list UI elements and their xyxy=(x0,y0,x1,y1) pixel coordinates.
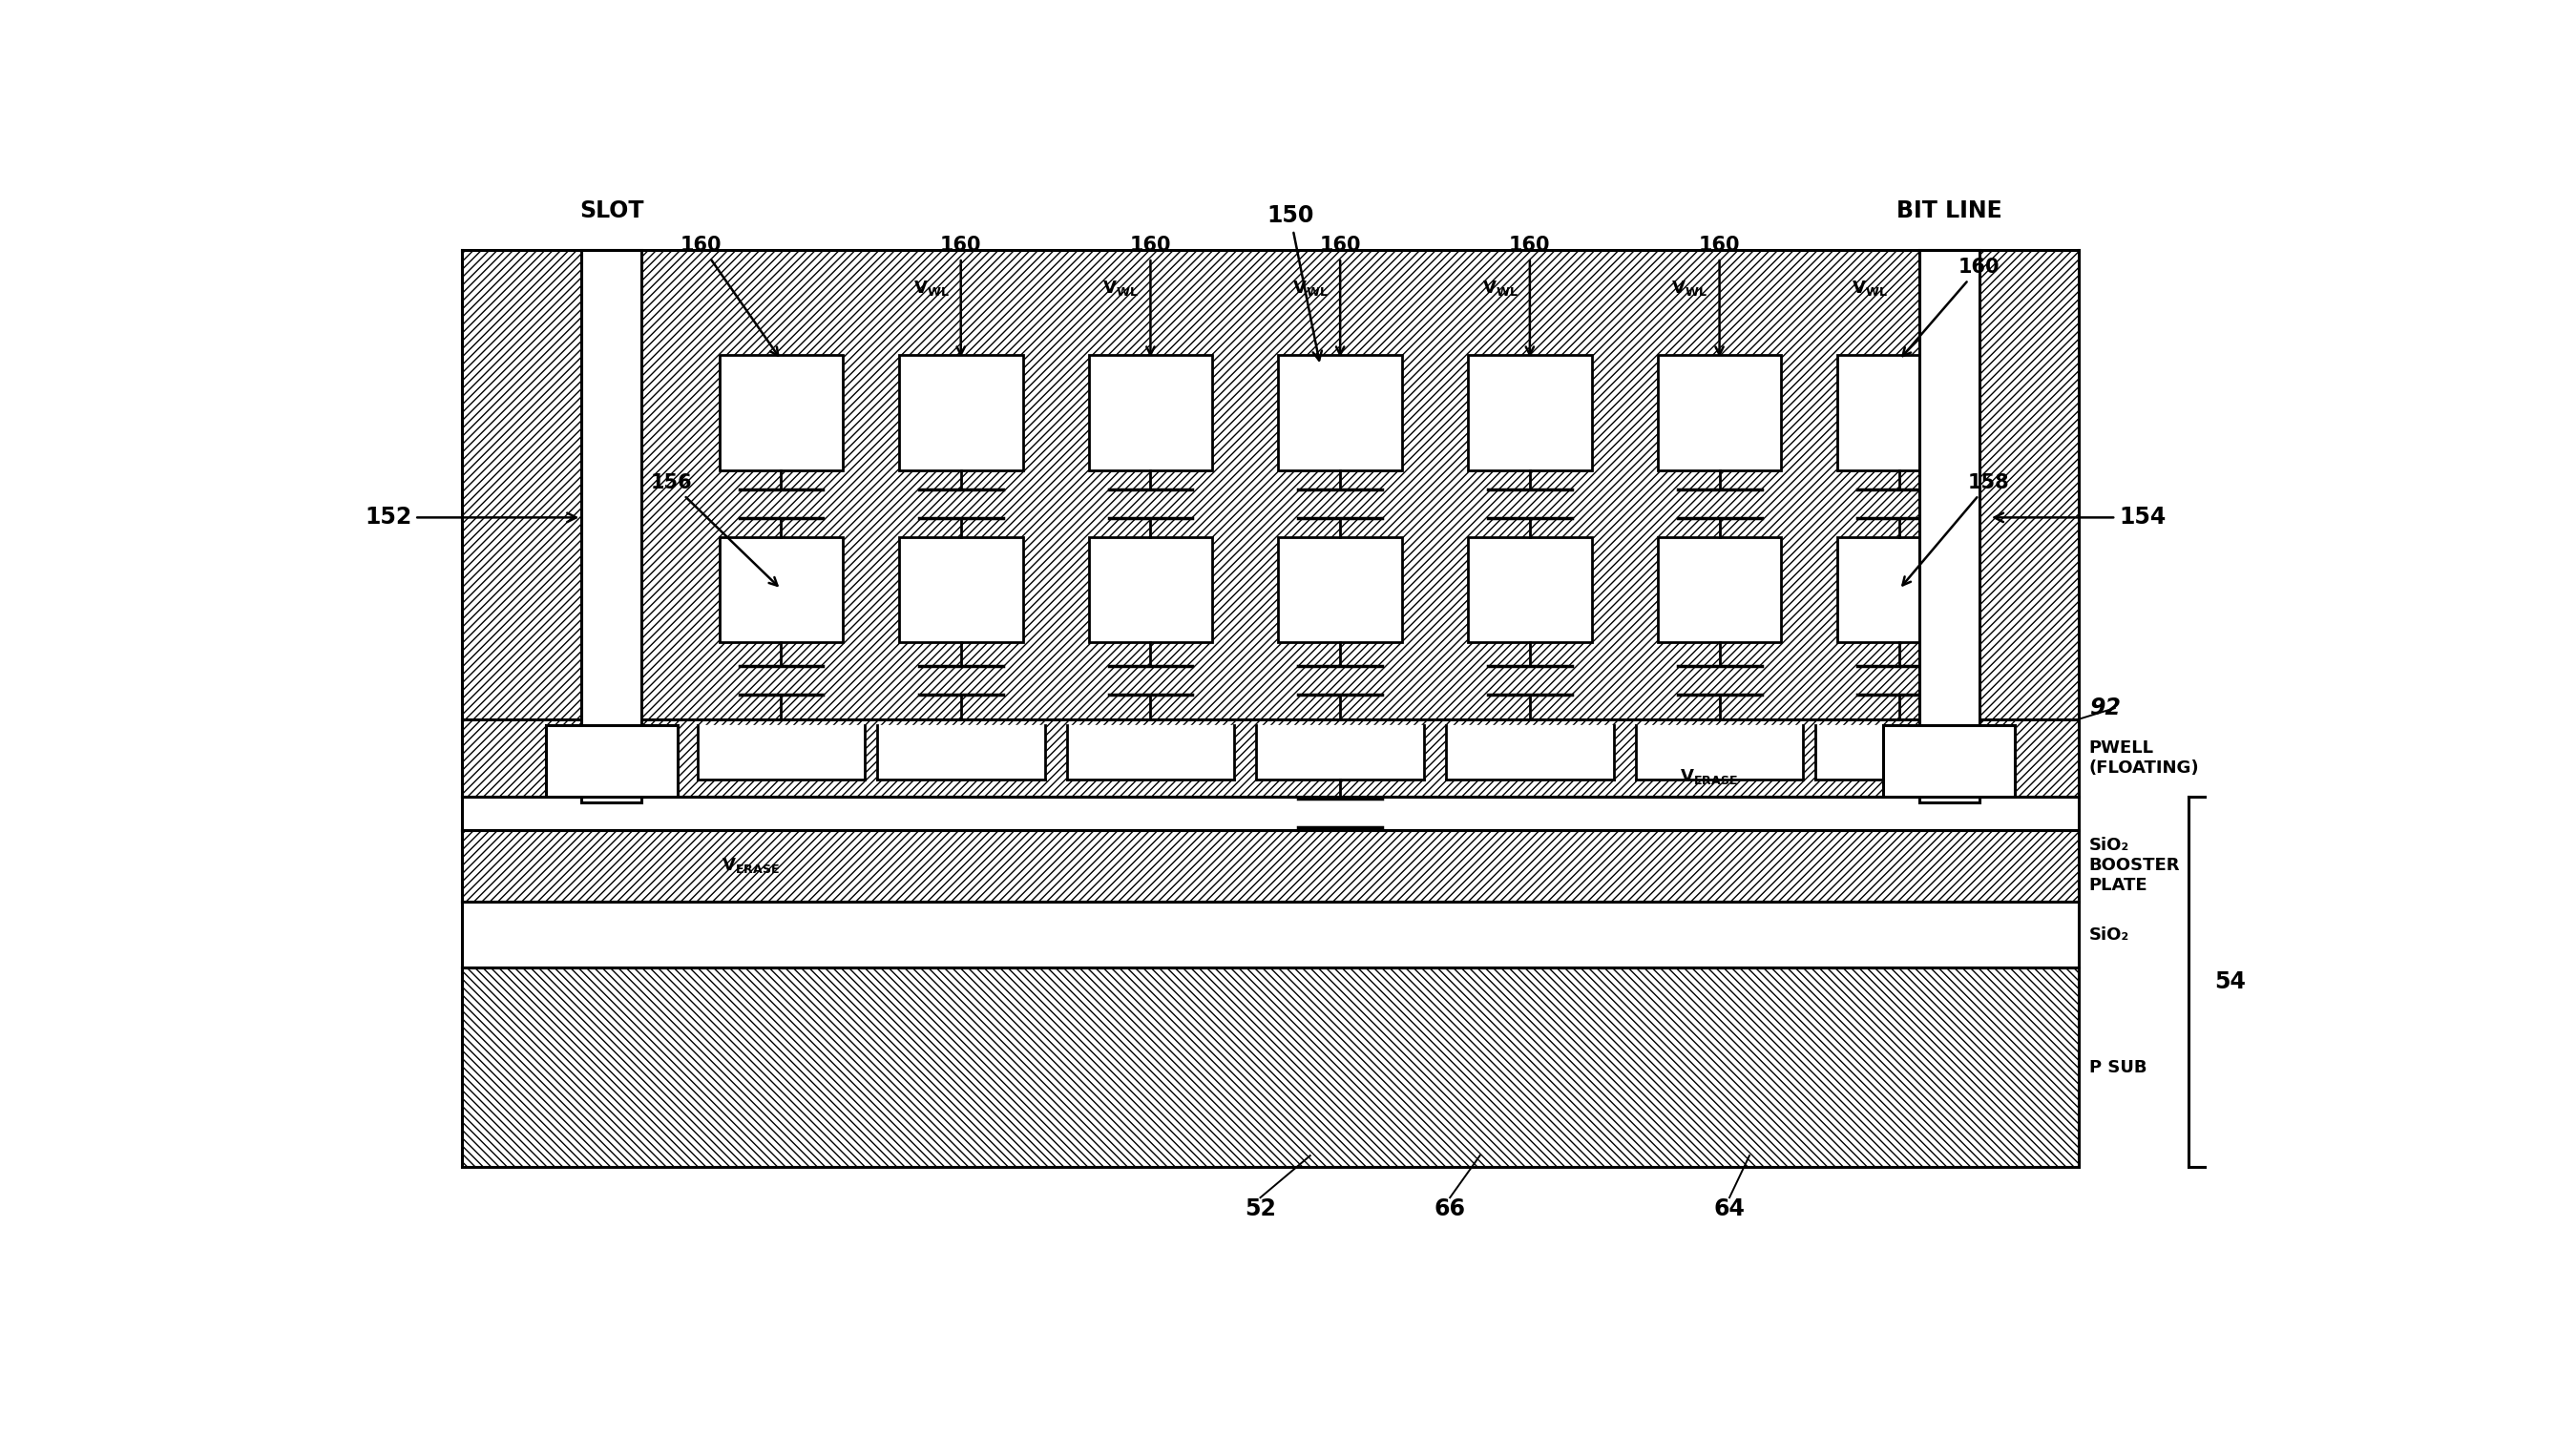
Bar xyxy=(1468,354,1592,471)
Bar xyxy=(1656,537,1783,641)
Text: 158: 158 xyxy=(1904,474,2009,585)
Text: 150: 150 xyxy=(1267,205,1321,360)
Bar xyxy=(1090,354,1213,471)
Text: 152: 152 xyxy=(366,507,577,530)
Text: V$_{\mathregular{ERASE}}$: V$_{\mathregular{ERASE}}$ xyxy=(721,857,781,875)
Text: 156: 156 xyxy=(652,474,778,585)
Text: 66: 66 xyxy=(1435,1198,1466,1221)
Text: V$_{\mathregular{WL}}$: V$_{\mathregular{WL}}$ xyxy=(1852,278,1888,297)
Text: 160: 160 xyxy=(1131,235,1172,354)
Text: 52: 52 xyxy=(1244,1198,1275,1221)
Polygon shape xyxy=(1445,725,1613,781)
Text: SLOT: SLOT xyxy=(580,199,644,222)
Text: V$_{\mathregular{ERASE}}$: V$_{\mathregular{ERASE}}$ xyxy=(1680,768,1739,786)
Polygon shape xyxy=(1636,725,1803,781)
Text: SiO₂: SiO₂ xyxy=(2089,926,2130,943)
Polygon shape xyxy=(876,725,1046,781)
Bar xyxy=(899,354,1023,471)
Text: 64: 64 xyxy=(1713,1198,1744,1221)
Polygon shape xyxy=(698,725,866,781)
Text: V$_{\mathregular{WL}}$: V$_{\mathregular{WL}}$ xyxy=(1293,278,1329,297)
Text: 160: 160 xyxy=(1510,235,1551,354)
Bar xyxy=(546,725,677,796)
Bar xyxy=(461,829,2079,901)
Bar xyxy=(582,250,641,802)
Text: 54: 54 xyxy=(2215,970,2246,993)
Text: V$_{\mathregular{WL}}$: V$_{\mathregular{WL}}$ xyxy=(1103,278,1139,297)
Text: SiO₂
BOOSTER
PLATE: SiO₂ BOOSTER PLATE xyxy=(2089,837,2179,894)
Text: 154: 154 xyxy=(1994,507,2166,530)
Text: V$_{\mathregular{WL}}$: V$_{\mathregular{WL}}$ xyxy=(912,278,948,297)
Bar xyxy=(1468,537,1592,641)
Bar xyxy=(1919,250,1978,802)
Bar xyxy=(1883,725,2014,796)
Text: 160: 160 xyxy=(1319,235,1360,354)
Bar xyxy=(1278,354,1401,471)
Bar xyxy=(1837,537,1960,641)
Text: V$_{\mathregular{WL}}$: V$_{\mathregular{WL}}$ xyxy=(1672,278,1708,297)
Polygon shape xyxy=(1816,725,1984,781)
Text: BIT LINE: BIT LINE xyxy=(1896,199,2002,222)
Bar xyxy=(719,354,842,471)
Text: V$_{\mathregular{WL}}$: V$_{\mathregular{WL}}$ xyxy=(1481,278,1517,297)
Text: 160: 160 xyxy=(1904,258,1999,356)
Bar xyxy=(461,967,2079,1167)
Bar xyxy=(719,537,842,641)
Text: 160: 160 xyxy=(680,235,778,356)
Text: 160: 160 xyxy=(940,235,981,354)
Bar xyxy=(1278,537,1401,641)
Bar xyxy=(461,901,2079,967)
Bar xyxy=(461,719,2079,796)
Polygon shape xyxy=(1066,725,1234,781)
Bar xyxy=(1837,354,1960,471)
Bar xyxy=(1090,537,1213,641)
Text: P SUB: P SUB xyxy=(2089,1059,2146,1076)
Text: PWELL
(FLOATING): PWELL (FLOATING) xyxy=(2089,739,2200,776)
Text: 92: 92 xyxy=(2089,696,2120,719)
Polygon shape xyxy=(1257,725,1425,781)
Bar xyxy=(899,537,1023,641)
Bar xyxy=(1656,354,1783,471)
Text: 160: 160 xyxy=(1698,235,1741,354)
Bar xyxy=(461,250,2079,719)
Bar xyxy=(461,796,2079,829)
